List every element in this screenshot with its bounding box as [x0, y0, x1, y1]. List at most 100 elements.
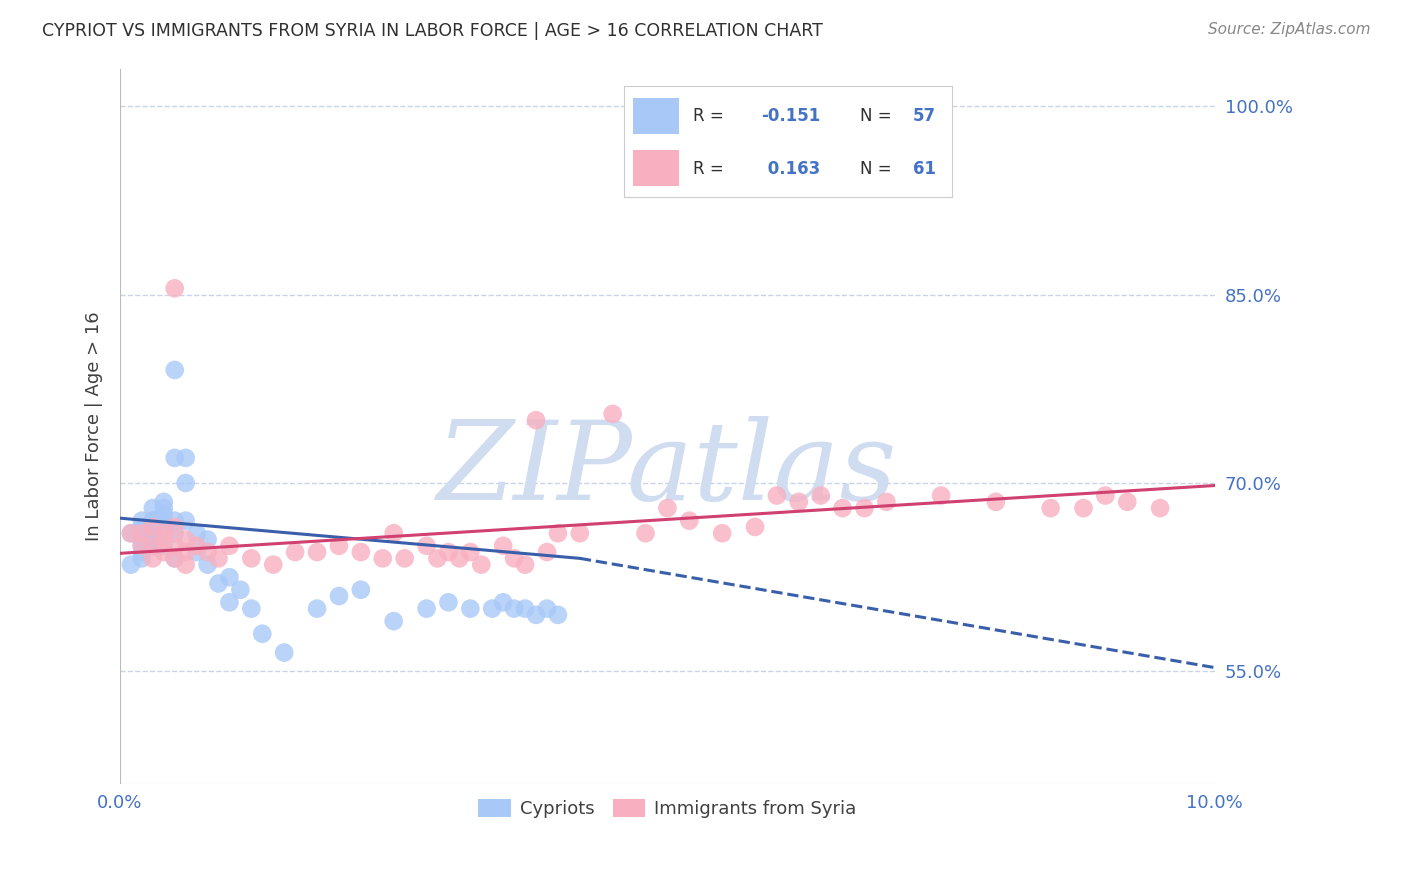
Point: [131, 526, 153, 541]
Point: [394, 551, 416, 566]
Point: [218, 539, 240, 553]
Point: [470, 558, 492, 572]
Point: [120, 526, 142, 541]
Point: [218, 595, 240, 609]
Point: [547, 526, 569, 541]
Point: [449, 551, 471, 566]
Point: [437, 595, 460, 609]
Point: [197, 545, 219, 559]
Point: [142, 526, 165, 541]
Point: [984, 495, 1007, 509]
Point: [163, 281, 186, 295]
Point: [142, 539, 165, 553]
Point: [382, 614, 405, 628]
Point: [152, 526, 174, 541]
Point: [350, 582, 373, 597]
Point: [152, 526, 174, 541]
Point: [513, 558, 536, 572]
Point: [174, 450, 197, 465]
Point: [481, 601, 503, 615]
Point: [142, 539, 165, 553]
Point: [524, 607, 547, 622]
Point: [568, 526, 591, 541]
Point: [186, 539, 208, 553]
Point: [131, 545, 153, 559]
Point: [142, 526, 165, 541]
Point: [1094, 489, 1116, 503]
Point: [284, 545, 307, 559]
Point: [426, 551, 449, 566]
Point: [524, 413, 547, 427]
Point: [174, 558, 197, 572]
Point: [174, 533, 197, 547]
Point: [142, 514, 165, 528]
Point: [131, 551, 153, 566]
Point: [602, 407, 624, 421]
Point: [142, 514, 165, 528]
Point: [186, 545, 208, 559]
Point: [120, 558, 142, 572]
Point: [142, 533, 165, 547]
Point: [547, 607, 569, 622]
Point: [536, 545, 558, 559]
Point: [766, 489, 789, 503]
Point: [163, 526, 186, 541]
Point: [678, 514, 700, 528]
Point: [142, 539, 165, 553]
Point: [163, 450, 186, 465]
Point: [460, 601, 482, 615]
Point: [657, 501, 679, 516]
Point: [207, 576, 229, 591]
Point: [152, 533, 174, 547]
Point: [1116, 495, 1139, 509]
Point: [1149, 501, 1171, 516]
Point: [163, 551, 186, 566]
Point: [152, 520, 174, 534]
Point: [831, 501, 853, 516]
Point: [262, 558, 284, 572]
Point: [163, 551, 186, 566]
Point: [229, 582, 252, 597]
Point: [163, 539, 186, 553]
Point: [152, 514, 174, 528]
Point: [273, 646, 295, 660]
Text: ZIPatlas: ZIPatlas: [437, 416, 897, 524]
Point: [929, 489, 952, 503]
Point: [503, 551, 526, 566]
Point: [371, 551, 394, 566]
Y-axis label: In Labor Force | Age > 16: In Labor Force | Age > 16: [86, 311, 103, 541]
Legend: Cypriots, Immigrants from Syria: Cypriots, Immigrants from Syria: [471, 792, 863, 825]
Point: [163, 520, 186, 534]
Point: [142, 501, 165, 516]
Point: [152, 501, 174, 516]
Point: [174, 514, 197, 528]
Point: [305, 601, 328, 615]
Point: [240, 551, 263, 566]
Point: [415, 601, 437, 615]
Point: [536, 601, 558, 615]
Point: [142, 520, 165, 534]
Point: [174, 545, 197, 559]
Point: [634, 526, 657, 541]
Point: [513, 601, 536, 615]
Point: [131, 514, 153, 528]
Point: [875, 495, 897, 509]
Point: [152, 539, 174, 553]
Point: [131, 533, 153, 547]
Point: [152, 508, 174, 522]
Point: [131, 520, 153, 534]
Point: [382, 526, 405, 541]
Text: Source: ZipAtlas.com: Source: ZipAtlas.com: [1208, 22, 1371, 37]
Point: [240, 601, 263, 615]
Point: [305, 545, 328, 559]
Point: [120, 526, 142, 541]
Point: [174, 475, 197, 490]
Point: [197, 533, 219, 547]
Point: [853, 501, 876, 516]
Point: [744, 520, 766, 534]
Point: [350, 545, 373, 559]
Point: [415, 539, 437, 553]
Point: [163, 363, 186, 377]
Point: [787, 495, 810, 509]
Point: [142, 551, 165, 566]
